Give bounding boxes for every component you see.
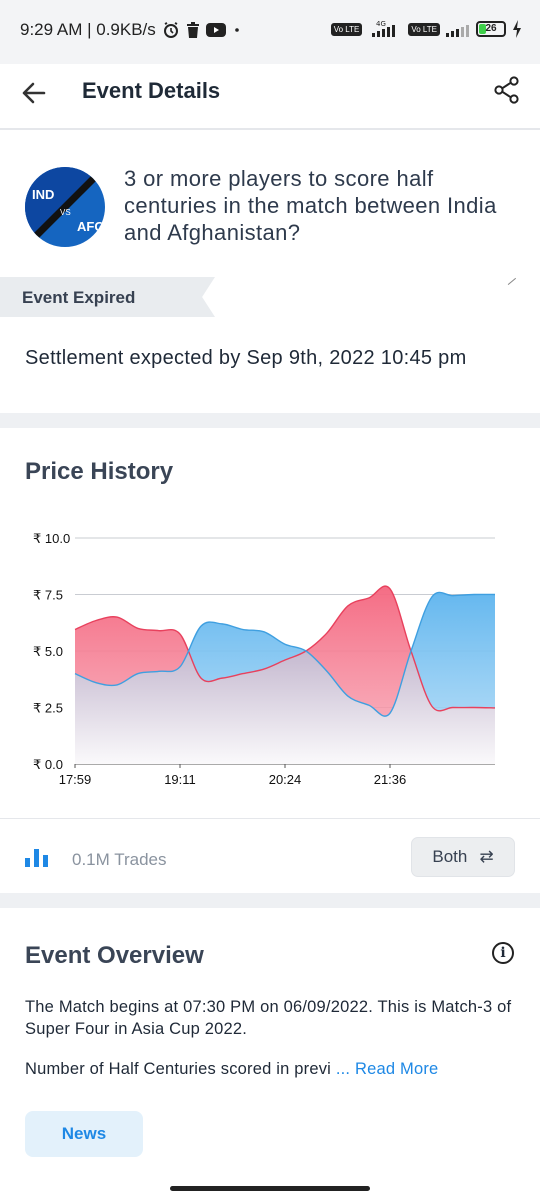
status-time: 9:29 AM | 0.9KB/s — [20, 20, 156, 39]
x-tick-label: 17:59 — [59, 772, 92, 787]
logo-team-a: IND — [32, 187, 54, 202]
page-title: Event Details — [82, 78, 221, 103]
status-right: Vo LTE 4G Vo LTE 26 — [330, 20, 522, 38]
price-history-section: Price History ₹ 0.0 ₹ 2.5 ₹ 5.0 ₹ 7.5 ₹ 10.0… — [0, 428, 540, 818]
series-1-line — [74, 585, 496, 712]
match-logo: IND VS AFG — [25, 167, 105, 247]
y-tick-label: ₹ 0.0 — [33, 757, 63, 772]
info-icon[interactable]: i — [492, 942, 514, 964]
settlement-text: Settlement expected by Sep 9th, 2022 10:… — [25, 347, 467, 369]
y-tick-label: ₹ 10.0 — [33, 531, 70, 546]
battery-icon: 26 — [476, 21, 506, 37]
arrow-left-icon — [22, 82, 46, 104]
charging-icon — [512, 20, 522, 38]
price-history-title: Price History — [25, 458, 174, 485]
app-header: Event Details — [0, 64, 540, 130]
x-tick-label: 20:24 — [269, 772, 302, 787]
logo-vs: VS — [60, 208, 71, 217]
series-2-line — [74, 591, 496, 717]
price-history-chart[interactable]: ₹ 0.0 ₹ 2.5 ₹ 5.0 ₹ 7.5 ₹ 10.0 17:59 19:11 20:2… — [0, 518, 540, 818]
logo-team-b: AFG — [77, 219, 104, 234]
y-tick-label: ₹ 7.5 — [33, 588, 63, 603]
overview-truncated: Number of Half Centuries scored in previ… — [25, 1060, 520, 1079]
svg-text:4G: 4G — [376, 20, 386, 28]
share-button[interactable] — [494, 76, 520, 104]
bar-chart-icon — [25, 849, 48, 867]
read-more-link[interactable]: ... Read More — [335, 1060, 439, 1078]
status-badge-label: Event Expired — [22, 288, 136, 307]
overlap-group — [75, 592, 495, 764]
event-overview-title: Event Overview — [25, 942, 204, 969]
overview-more-text: Number of Half Centuries scored in previ — [25, 1060, 336, 1078]
back-button[interactable] — [18, 77, 50, 109]
signal-icon — [446, 20, 470, 38]
news-button[interactable]: News — [25, 1111, 143, 1157]
both-toggle-label: Both — [432, 847, 468, 866]
dot-icon — [232, 25, 242, 35]
overview-paragraph: The Match begins at 07:30 PM on 06/09/20… — [25, 998, 512, 1038]
trades-row: 0.1M Trades Both ⇄ — [0, 818, 540, 893]
event-overview-section: Event Overview i The Match begins at 07:… — [0, 908, 540, 1178]
x-tick-label: 21:36 — [374, 772, 407, 787]
status-left: 9:29 AM | 0.9KB/s — [20, 20, 242, 40]
y-tick-label: ₹ 2.5 — [33, 701, 63, 716]
alarm-icon — [162, 21, 180, 39]
battery-level: 26 — [485, 23, 497, 34]
share-icon — [494, 76, 519, 104]
youtube-icon — [205, 23, 226, 37]
home-indicator — [170, 1186, 370, 1191]
signal-4g-icon: 4G — [368, 20, 402, 38]
trash-icon — [186, 22, 200, 38]
event-question: 3 or more players to score half centurie… — [124, 166, 497, 245]
volte-icon: Vo LTE — [330, 22, 363, 36]
section-divider-2 — [0, 893, 540, 908]
trades-count: 0.1M Trades — [72, 850, 167, 869]
edit-mark-icon — [501, 270, 517, 286]
status-badge: Event Expired — [0, 277, 215, 317]
section-divider — [0, 413, 540, 428]
y-tick-label: ₹ 5.0 — [33, 644, 63, 659]
overlap-area — [75, 592, 495, 764]
x-tick-label: 19:11 — [164, 772, 196, 787]
event-card: IND VS AFG 3 or more players to score ha… — [0, 132, 540, 412]
both-toggle-button[interactable]: Both ⇄ — [411, 837, 515, 877]
swap-icon: ⇄ — [479, 847, 494, 866]
volte-icon-2: Vo LTE — [408, 22, 440, 36]
status-bar: 9:29 AM | 0.9KB/s Vo LTE 4G Vo LTE 26 — [0, 0, 540, 64]
